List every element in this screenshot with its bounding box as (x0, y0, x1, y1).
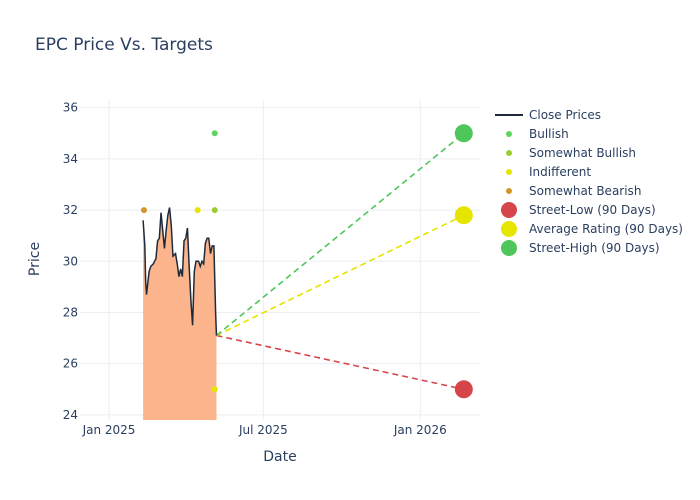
legend-swatch-dot (506, 150, 512, 156)
legend-item[interactable]: Street-High (90 Days) (501, 240, 660, 256)
indifferent-rating-point (194, 207, 201, 214)
legend-item[interactable]: Indifferent (506, 165, 591, 179)
legend-item[interactable]: Bullish (506, 127, 569, 141)
legend-label: Somewhat Bullish (529, 146, 636, 160)
somewhat-bearish-rating-point (140, 207, 147, 214)
close-price-line (142, 207, 218, 336)
y-tick-label: 34 (63, 152, 78, 166)
legend-swatch-dot (506, 169, 512, 175)
close-price-area (143, 207, 217, 420)
y-tick-label: 32 (63, 203, 78, 217)
x-tick-label: Jul 2025 (238, 423, 288, 437)
legend-item[interactable]: Somewhat Bullish (506, 146, 636, 160)
x-axis-title: Date (263, 449, 296, 465)
somewhat-bullish-rating-point (211, 207, 218, 214)
legend[interactable]: Close Prices Bullish Somewhat Bullish Indif… (495, 108, 683, 256)
grid (80, 100, 480, 420)
average-rating-days-marker (454, 206, 473, 225)
y-tick-label: 30 (63, 254, 78, 268)
legend-label: Street-Low (90 Days) (529, 203, 656, 217)
price-area (143, 207, 217, 420)
street-low-days-marker (454, 380, 473, 399)
legend-swatch-dot (506, 188, 512, 194)
y-tick-label: 36 (63, 101, 78, 115)
legend-swatch-dot (506, 131, 512, 137)
y-tick-label: 26 (63, 357, 78, 371)
legend-label: Average Rating (90 Days) (529, 222, 683, 236)
chart-title: EPC Price Vs. Targets (35, 35, 213, 55)
legend-item[interactable]: Street-Low (90 Days) (501, 202, 656, 218)
y-tick-label: 28 (63, 305, 78, 319)
indifferent-rating-point (211, 386, 218, 393)
legend-swatch-marker (501, 221, 517, 237)
x-tick-label: Jan 2026 (393, 423, 447, 437)
street-low-days-line (216, 334, 464, 391)
target-lines (215, 124, 473, 399)
legend-label: Bullish (529, 127, 569, 141)
legend-label: Close Prices (529, 108, 601, 122)
legend-swatch-marker (501, 202, 517, 218)
close-price-series (142, 207, 218, 336)
bullish-rating-point (211, 130, 218, 137)
rating-markers (140, 130, 218, 393)
legend-item[interactable]: Average Rating (90 Days) (501, 221, 683, 237)
y-tick-label: 24 (63, 408, 78, 422)
axis-ticks: 24 26 28 30 32 34 36 Jan 2025 Jul 2025 Jan 2026 (63, 101, 447, 437)
legend-item[interactable]: Somewhat Bearish (506, 184, 641, 198)
legend-swatch-marker (501, 240, 517, 256)
street-high-days-line (215, 132, 465, 337)
legend-label: Street-High (90 Days) (529, 241, 660, 255)
y-axis-title: Price (27, 242, 43, 276)
street-high-days-marker (454, 124, 473, 143)
legend-label: Somewhat Bearish (529, 184, 641, 198)
legend-item[interactable]: Close Prices (495, 108, 601, 122)
legend-label: Indifferent (529, 165, 591, 179)
average-rating-days-line (216, 214, 465, 337)
x-tick-label: Jan 2025 (82, 423, 136, 437)
